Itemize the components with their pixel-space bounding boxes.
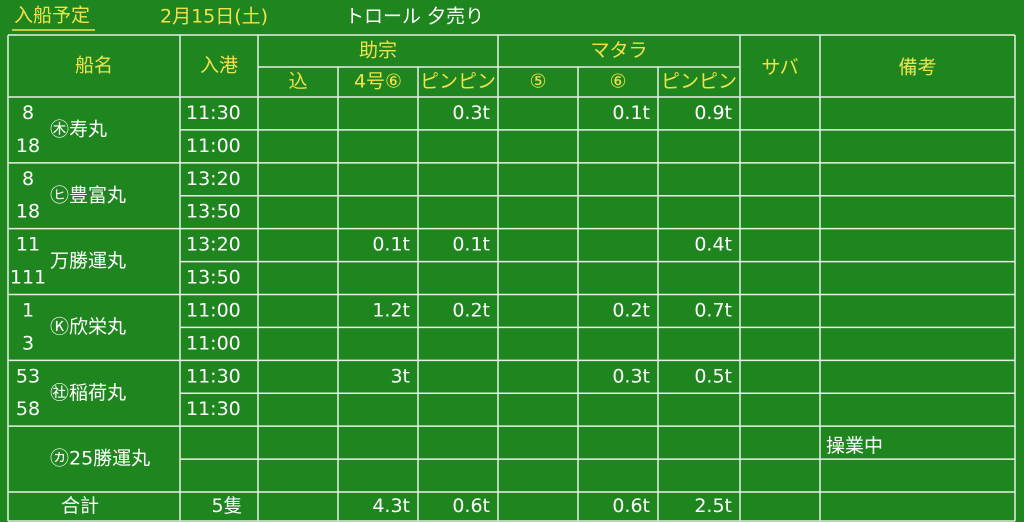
total-amount: 2.5t bbox=[694, 495, 732, 517]
catch-amount: 0.2t bbox=[452, 299, 490, 321]
ship-name: ㋪豊富丸 bbox=[50, 184, 126, 206]
date: 2月15日(土) bbox=[160, 6, 268, 28]
catch-amount: 0.3t bbox=[612, 365, 650, 387]
arrival-time: 11:30 bbox=[186, 365, 241, 387]
catch-amount: 0.2t bbox=[612, 299, 650, 321]
ship-number: 3 bbox=[22, 332, 34, 354]
catch-amount: 0.4t bbox=[694, 234, 732, 256]
column-header: マタラ bbox=[590, 40, 647, 62]
catch-amount: 3t bbox=[390, 365, 410, 387]
ship-number: 111 bbox=[10, 267, 46, 289]
catch-amount: 0.1t bbox=[372, 234, 410, 256]
arrival-time: 13:50 bbox=[186, 201, 241, 223]
column-header: 込 bbox=[288, 71, 307, 93]
column-header: 4号⑥ bbox=[354, 71, 402, 93]
ship-number: 11 bbox=[16, 234, 40, 256]
column-header: ピンピン bbox=[661, 71, 737, 93]
total-amount: 4.3t bbox=[372, 495, 410, 517]
column-header: ⑥ bbox=[609, 71, 626, 93]
ship-number: 58 bbox=[16, 398, 40, 420]
ship-number: 8 bbox=[22, 168, 34, 190]
column-header: 備考 bbox=[898, 57, 936, 79]
sale-kind: トロール 夕売り bbox=[345, 6, 484, 28]
ship-name: 万勝運丸 bbox=[50, 250, 126, 272]
column-header: 助宗 bbox=[359, 40, 397, 62]
board-title: 入船予定 bbox=[14, 5, 90, 27]
ship-number: 8 bbox=[22, 102, 34, 124]
catch-amount: 0.3t bbox=[452, 102, 490, 124]
ship-name: Ⓚ欣栄丸 bbox=[50, 316, 126, 338]
total-amount: 0.6t bbox=[612, 495, 650, 517]
ship-name: ㊓稲荷丸 bbox=[50, 382, 126, 404]
ship-number: 1 bbox=[22, 299, 34, 321]
arrival-time: 11:30 bbox=[186, 398, 241, 420]
arrival-time: 11:30 bbox=[186, 102, 241, 124]
catch-amount: 0.5t bbox=[694, 365, 732, 387]
column-header: ⑤ bbox=[529, 71, 546, 93]
arrival-time: 11:00 bbox=[186, 332, 241, 354]
arrival-time: 13:20 bbox=[186, 168, 241, 190]
arrival-time: 11:00 bbox=[186, 299, 241, 321]
column-header: 入港 bbox=[200, 55, 238, 77]
arrival-time: 13:50 bbox=[186, 267, 241, 289]
ship-number: 18 bbox=[16, 201, 40, 223]
column-header: サバ bbox=[761, 57, 798, 79]
remark: 操業中 bbox=[826, 435, 883, 457]
ship-number: 53 bbox=[16, 365, 40, 387]
total-count: 5隻 bbox=[211, 495, 242, 517]
catch-amount: 0.9t bbox=[694, 102, 732, 124]
ship-name: ㊍寿丸 bbox=[50, 118, 107, 140]
catch-amount: 0.7t bbox=[694, 299, 732, 321]
total-label: 合計 bbox=[61, 495, 99, 517]
arrival-time: 11:00 bbox=[186, 135, 241, 157]
catch-amount: 0.1t bbox=[452, 234, 490, 256]
ship-number: 18 bbox=[16, 135, 40, 157]
column-header: 船名 bbox=[75, 55, 113, 77]
total-amount: 0.6t bbox=[452, 495, 490, 517]
catch-amount: 1.2t bbox=[372, 299, 410, 321]
catch-amount: 0.1t bbox=[612, 102, 650, 124]
arrival-time: 13:20 bbox=[186, 234, 241, 256]
column-header: ピンピン bbox=[420, 71, 496, 93]
ship-name: ㋕25勝運丸 bbox=[50, 448, 150, 470]
